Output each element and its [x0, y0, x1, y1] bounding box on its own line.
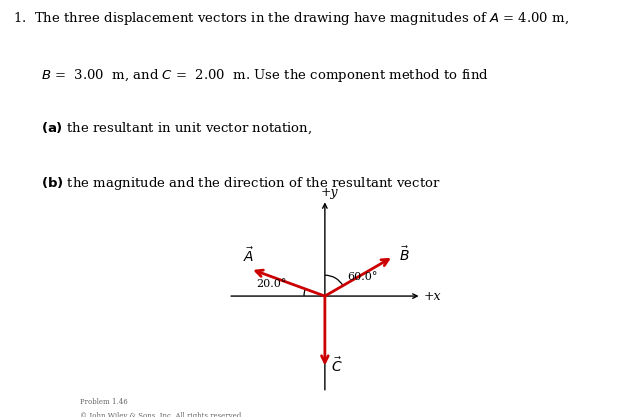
Text: © John Wiley & Sons, Inc. All rights reserved.: © John Wiley & Sons, Inc. All rights res… [80, 412, 243, 417]
Text: Problem 1.46: Problem 1.46 [80, 398, 127, 406]
Text: $\mathbf{(a)}$ the resultant in unit vector notation,: $\mathbf{(a)}$ the resultant in unit vec… [41, 121, 313, 136]
Text: $B$ =  3.00  m, and $C$ =  2.00  m. Use the component method to find: $B$ = 3.00 m, and $C$ = 2.00 m. Use the … [41, 67, 489, 84]
Text: 60.0°: 60.0° [347, 272, 378, 282]
Text: 1.  The three displacement vectors in the drawing have magnitudes of $A$ = 4.00 : 1. The three displacement vectors in the… [13, 10, 569, 28]
Text: $\vec{B}$: $\vec{B}$ [399, 246, 410, 264]
Text: $\mathbf{(b)}$ the magnitude and the direction of the resultant vector: $\mathbf{(b)}$ the magnitude and the dir… [41, 175, 441, 192]
Text: +x: +x [424, 289, 441, 303]
Text: +y: +y [320, 186, 338, 199]
Text: $\vec{A}$: $\vec{A}$ [243, 246, 254, 265]
Text: 20.0°: 20.0° [256, 279, 287, 289]
Text: $\vec{C}$: $\vec{C}$ [331, 356, 343, 375]
